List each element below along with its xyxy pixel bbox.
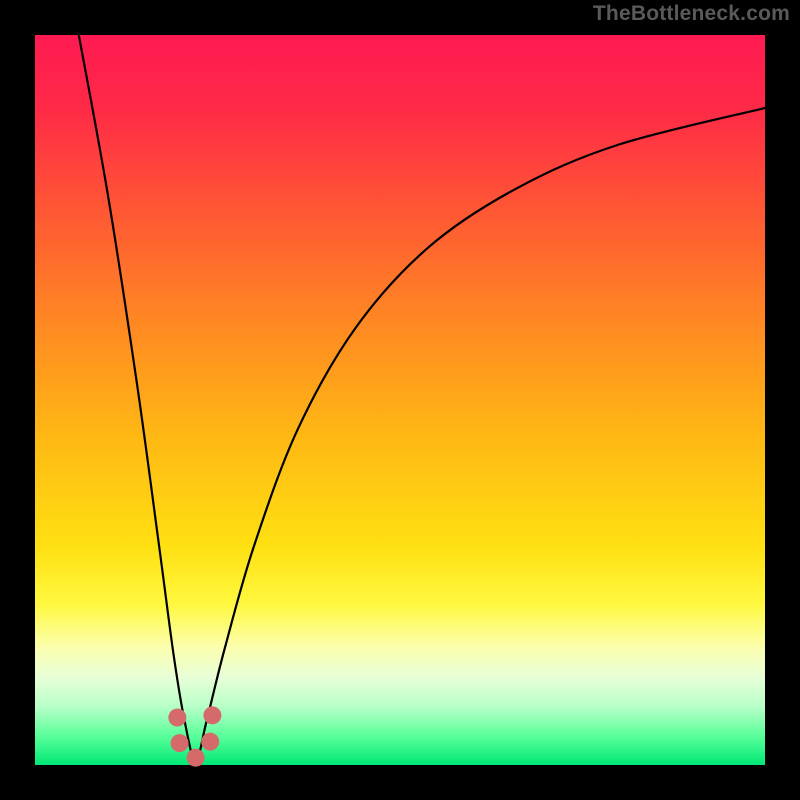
dip-marker-dot xyxy=(168,709,186,727)
dip-marker-dot xyxy=(201,733,219,751)
chart-svg xyxy=(0,0,800,800)
dip-marker-dot xyxy=(171,734,189,752)
watermark-text: TheBottleneck.com xyxy=(593,2,790,26)
dip-marker-dot xyxy=(203,706,221,724)
dip-marker-dot xyxy=(187,749,205,767)
plot-background xyxy=(35,35,765,765)
chart-outer: TheBottleneck.com xyxy=(0,0,800,800)
